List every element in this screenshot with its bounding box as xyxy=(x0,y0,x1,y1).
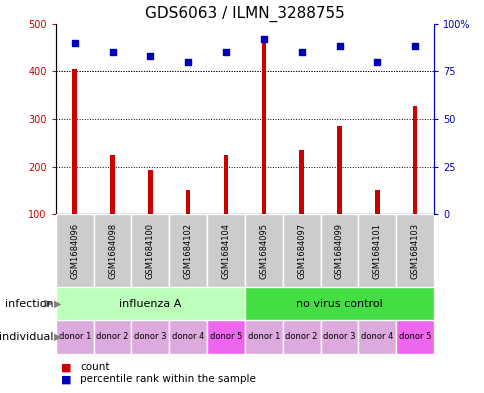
Text: percentile rank within the sample: percentile rank within the sample xyxy=(80,374,256,384)
Bar xyxy=(131,214,169,287)
Bar xyxy=(374,190,379,214)
Title: GDS6063 / ILMN_3288755: GDS6063 / ILMN_3288755 xyxy=(145,6,344,22)
Text: no virus control: no virus control xyxy=(296,299,382,309)
Text: GSM1684102: GSM1684102 xyxy=(183,222,192,279)
Bar xyxy=(282,214,320,287)
Text: GSM1684101: GSM1684101 xyxy=(372,222,381,279)
Text: donor 5: donor 5 xyxy=(210,332,242,342)
Bar xyxy=(131,320,169,354)
Point xyxy=(373,59,380,65)
Text: GSM1684104: GSM1684104 xyxy=(221,222,230,279)
Bar xyxy=(207,320,244,354)
Bar xyxy=(244,287,433,320)
Text: donor 1: donor 1 xyxy=(59,332,91,342)
Text: individual: individual xyxy=(0,332,53,342)
Text: donor 1: donor 1 xyxy=(247,332,279,342)
Text: GSM1684100: GSM1684100 xyxy=(146,222,154,279)
Bar xyxy=(261,43,266,214)
Text: donor 3: donor 3 xyxy=(134,332,166,342)
Bar xyxy=(395,320,433,354)
Bar xyxy=(244,214,282,287)
Point xyxy=(71,40,78,46)
Bar xyxy=(207,214,244,287)
Bar xyxy=(244,320,282,354)
Bar xyxy=(412,106,417,214)
Text: GSM1684097: GSM1684097 xyxy=(297,222,305,279)
Text: donor 4: donor 4 xyxy=(361,332,393,342)
Text: donor 4: donor 4 xyxy=(172,332,204,342)
Text: GSM1684095: GSM1684095 xyxy=(259,222,268,279)
Bar xyxy=(358,320,395,354)
Bar xyxy=(320,320,358,354)
Text: donor 3: donor 3 xyxy=(322,332,355,342)
Text: donor 2: donor 2 xyxy=(285,332,317,342)
Bar xyxy=(299,150,303,214)
Bar xyxy=(395,214,433,287)
Bar xyxy=(93,320,131,354)
Bar xyxy=(56,214,93,287)
Text: ■: ■ xyxy=(60,362,71,373)
Text: GSM1684099: GSM1684099 xyxy=(334,222,343,279)
Text: ■: ■ xyxy=(60,374,71,384)
Bar xyxy=(223,154,228,214)
Point xyxy=(108,49,116,55)
Text: ▶: ▶ xyxy=(54,332,61,342)
Point xyxy=(222,49,229,55)
Point xyxy=(335,43,343,50)
Bar xyxy=(110,154,115,214)
Text: ▶: ▶ xyxy=(54,299,61,309)
Bar xyxy=(358,214,395,287)
Bar xyxy=(93,214,131,287)
Bar xyxy=(320,214,358,287)
Point xyxy=(297,49,305,55)
Text: infection: infection xyxy=(5,299,53,309)
Bar xyxy=(185,190,190,214)
Bar xyxy=(148,170,152,214)
Point xyxy=(146,53,154,59)
Bar xyxy=(56,320,93,354)
Text: influenza A: influenza A xyxy=(119,299,181,309)
Text: donor 2: donor 2 xyxy=(96,332,128,342)
Point xyxy=(259,36,267,42)
Text: GSM1684096: GSM1684096 xyxy=(70,222,79,279)
Bar xyxy=(282,320,320,354)
Point xyxy=(184,59,192,65)
Bar xyxy=(169,320,207,354)
Bar xyxy=(56,287,244,320)
Text: count: count xyxy=(80,362,109,373)
Bar xyxy=(72,69,77,214)
Text: GSM1684103: GSM1684103 xyxy=(410,222,419,279)
Bar xyxy=(169,214,207,287)
Text: donor 5: donor 5 xyxy=(398,332,430,342)
Point xyxy=(410,43,418,50)
Bar xyxy=(336,126,341,214)
Text: GSM1684098: GSM1684098 xyxy=(108,222,117,279)
